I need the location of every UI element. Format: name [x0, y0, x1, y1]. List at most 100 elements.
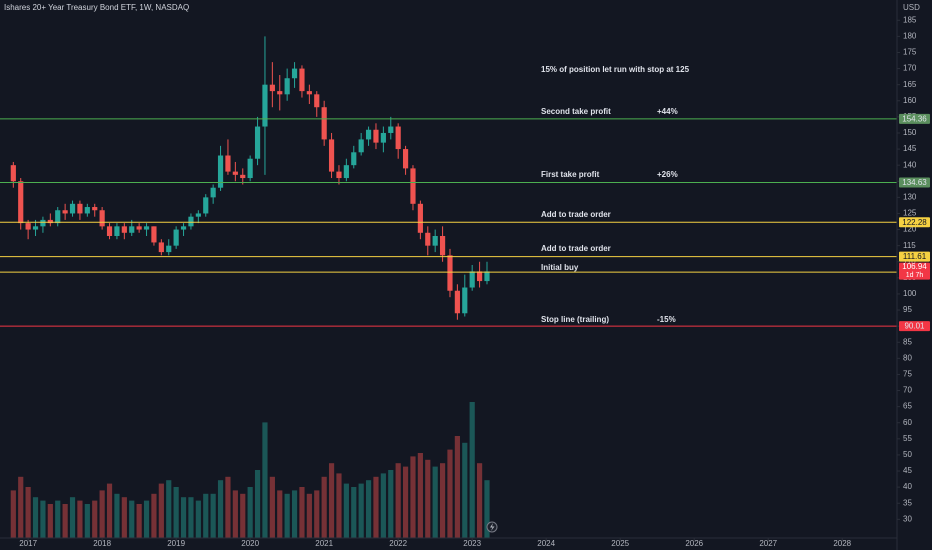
candle-body	[432, 235, 438, 246]
candle-body	[336, 171, 342, 179]
candle-body	[299, 68, 305, 92]
x-tick-label: 2021	[315, 539, 333, 548]
candle-body	[158, 242, 164, 253]
x-tick-label: 2019	[167, 539, 185, 548]
candle-body	[402, 149, 409, 169]
volume-bar	[395, 463, 401, 538]
y-tick-label: 35	[903, 498, 912, 507]
volume-bar	[40, 500, 46, 538]
volume-bar	[454, 436, 460, 538]
volume-bar	[203, 493, 209, 538]
level-label-bg	[899, 113, 930, 124]
volume-bar	[225, 476, 231, 538]
x-tick-label: 2024	[537, 539, 555, 548]
level-label: 111.61	[903, 252, 927, 261]
volume-bar	[254, 470, 261, 538]
volume-bar	[62, 504, 68, 538]
candle-body	[343, 165, 349, 179]
y-tick-label: 85	[903, 337, 912, 346]
candle-body	[254, 126, 261, 159]
candle-body	[240, 174, 246, 179]
candle-body	[225, 155, 231, 172]
volume-bar	[277, 490, 283, 538]
plot-layer: 15% of position let run with stop at 125…	[0, 36, 897, 327]
volume-layer	[10, 402, 490, 538]
level-label-bg	[899, 251, 930, 262]
volume-bar	[232, 490, 238, 538]
annotation-note: +44%	[657, 107, 678, 116]
volume-bar	[476, 463, 483, 538]
annotation-note: -15%	[657, 315, 676, 324]
y-tick-label: 130	[903, 192, 917, 201]
candle-body	[247, 158, 253, 179]
y-tick-label: 80	[903, 353, 912, 362]
volume-bar	[166, 480, 172, 538]
volume-bar	[18, 476, 24, 538]
x-tick-label: 2026	[685, 539, 703, 548]
volume-bar	[410, 456, 416, 538]
volume-bar	[351, 487, 357, 538]
candle-body	[476, 271, 483, 282]
chart-title: Ishares 20+ Year Treasury Bond ETF, 1W, …	[4, 3, 189, 12]
x-tick-label: 2018	[93, 539, 111, 548]
candle-body	[217, 155, 224, 188]
candle-body	[462, 287, 468, 314]
x-tick-label: 2020	[241, 539, 259, 548]
x-tick-label: 2022	[389, 539, 407, 548]
y-tick-label: 125	[903, 209, 917, 218]
candle-body	[439, 235, 446, 256]
volume-bar	[425, 459, 431, 538]
volume-bar	[151, 493, 157, 538]
y-tick-label: 165	[903, 80, 917, 89]
volume-bar	[92, 500, 98, 538]
y-tick-label: 140	[903, 160, 917, 169]
y-tick-label: 30	[903, 514, 912, 523]
candle-body	[454, 290, 460, 314]
candle-body	[136, 226, 142, 230]
candle-body	[55, 210, 61, 224]
volume-bar	[10, 490, 16, 538]
candle-body	[321, 107, 327, 140]
volume-bar	[136, 504, 142, 538]
volume-bar	[143, 500, 150, 538]
candle-body	[373, 129, 379, 143]
volume-bar	[321, 476, 327, 538]
y-tick-label: 40	[903, 482, 912, 491]
annotation: Second take profit	[541, 107, 611, 116]
candle-body	[188, 216, 194, 227]
volume-bar	[299, 487, 305, 538]
candle-body	[180, 226, 187, 230]
volume-bar	[462, 442, 468, 538]
volume-bar	[106, 483, 113, 538]
volume-bar	[314, 490, 320, 538]
volume-bar	[417, 453, 423, 538]
candle-body	[77, 203, 83, 214]
candle-body	[284, 78, 290, 95]
annotation: Add to trade order	[541, 244, 611, 253]
candle-body	[365, 129, 372, 140]
level-label: 134.63	[902, 178, 927, 187]
candle-body	[10, 165, 16, 182]
y-tick-label: 170	[903, 64, 917, 73]
candle-body	[395, 126, 401, 150]
candle-body	[410, 168, 416, 204]
level-label: 154.36	[902, 115, 927, 124]
volume-bar	[121, 497, 127, 538]
lightning-glyph	[490, 523, 495, 531]
volume-bar	[284, 493, 290, 538]
y-tick-label: 70	[903, 386, 912, 395]
volume-bar	[129, 500, 135, 538]
y-tick-label: 95	[903, 305, 912, 314]
candle-body	[69, 203, 76, 214]
volume-bar	[173, 487, 179, 538]
candle-body	[25, 223, 31, 230]
annotation: Initial buy	[541, 263, 579, 272]
level-label-bg	[899, 177, 930, 188]
volume-bar	[247, 487, 253, 538]
candle-body	[328, 139, 335, 172]
y-tick-label: 65	[903, 402, 912, 411]
volume-bar	[306, 493, 312, 538]
y-tick-label: 115	[903, 241, 916, 250]
countdown-label: 1d 7h	[906, 272, 924, 279]
